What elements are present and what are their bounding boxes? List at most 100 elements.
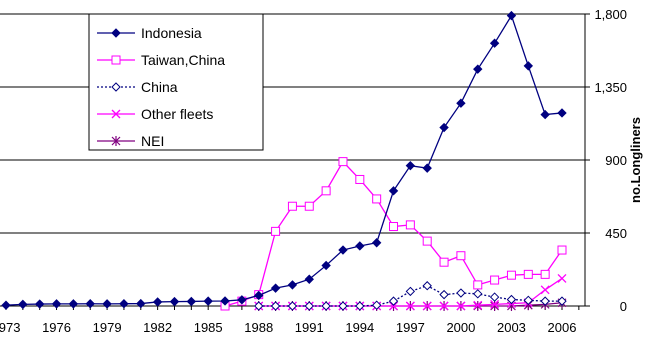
point-indonesia-1988: [254, 290, 264, 301]
x-tick-label-2003: 2003: [497, 320, 526, 335]
point-taiwan-china-2002: [490, 275, 500, 285]
x-tick-label-1991: 1991: [295, 320, 324, 335]
x-tick-label-1994: 1994: [345, 320, 374, 335]
point-other-fleets-1998: [422, 301, 432, 311]
point-indonesia-1980: [119, 299, 129, 309]
point-indonesia-2003: [506, 10, 517, 21]
x-tick-label-1997: 1997: [396, 320, 425, 335]
x-tick-label-2006: 2006: [548, 320, 577, 335]
legend-marker-nei: [111, 136, 121, 146]
point-china-1988: [254, 301, 264, 311]
point-taiwan-china-2000: [456, 251, 466, 261]
point-china-1992: [321, 301, 331, 311]
series-china: [254, 281, 567, 311]
point-other-fleets-1998-b: [422, 301, 432, 311]
point-taiwan-china-1993: [338, 157, 348, 167]
point-other-fleets-1996: [389, 301, 398, 311]
point-other-fleets-2002: [490, 299, 500, 309]
point-other-fleets-1999: [439, 301, 449, 311]
point-other-fleets-1999-b: [439, 301, 449, 311]
point-taiwan-china-2004: [523, 269, 533, 279]
point-china-2006: [557, 296, 567, 306]
legend-label-other-fleets: Other fleets: [141, 106, 213, 122]
legend-entry-taiwan-china: Taiwan,China: [97, 52, 225, 68]
point-other-fleets-2000-b: [456, 301, 466, 311]
y-tick-label-1350: 1,350: [594, 80, 627, 95]
point-indonesia-1992: [321, 260, 331, 271]
point-taiwan-china-2003: [506, 270, 516, 280]
point-indonesia-1987: [237, 295, 247, 305]
point-indonesia-1998: [422, 163, 432, 173]
point-china-1995: [371, 300, 382, 310]
x-tick-label-1982: 1982: [143, 320, 172, 335]
series-layer: [1, 10, 567, 311]
point-taiwan-china-1989: [271, 226, 281, 236]
point-indonesia-2006: [557, 108, 567, 118]
point-indonesia-2005: [540, 109, 550, 120]
point-other-fleets-1997: [405, 301, 415, 311]
point-china-2004: [523, 295, 534, 306]
point-indonesia-1986: [220, 296, 230, 306]
point-china-1997: [405, 286, 416, 297]
point-indonesia-2004: [523, 61, 534, 71]
point-indonesia-1979: [102, 299, 112, 309]
point-taiwan-china-2006: [557, 245, 567, 255]
series-indonesia: [1, 10, 567, 310]
point-indonesia-1997: [405, 160, 416, 171]
point-indonesia-1975: [34, 299, 45, 309]
point-china-1991: [304, 301, 314, 311]
point-taiwan-china-1991: [304, 201, 314, 211]
point-other-fleets-1997-b: [405, 301, 415, 311]
point-indonesia-1993: [338, 245, 348, 255]
legend-label-nei: NEI: [141, 133, 164, 149]
point-other-fleets-2002-b: [490, 299, 500, 309]
point-taiwan-china-2005: [540, 269, 550, 279]
legend-marker-other-fleets-b: [111, 109, 121, 119]
y-axis-label: no.Longliners: [628, 117, 643, 203]
point-china-2001: [473, 289, 483, 299]
legend-entry-other-fleets: Other fleets: [97, 106, 213, 122]
point-china-2005: [540, 296, 550, 306]
point-indonesia-1985: [203, 296, 213, 306]
point-indonesia-1976: [51, 299, 62, 309]
point-china-2003: [506, 294, 517, 305]
legend-marker-china: [111, 82, 121, 92]
point-china-1989: [270, 301, 281, 311]
y-tick-label-0: 0: [620, 299, 627, 314]
point-taiwan-china-1999: [439, 257, 449, 267]
point-other-fleets-2000: [456, 301, 466, 311]
x-tick-label-1976: 1976: [42, 320, 71, 335]
point-china-2000: [456, 288, 466, 298]
point-china-1993: [338, 301, 348, 311]
point-indonesia-2000: [456, 98, 466, 108]
point-china-1994: [355, 301, 365, 311]
point-indonesia-1990: [287, 280, 298, 290]
point-other-fleets-2006-b: [557, 273, 567, 283]
point-other-fleets-2005-b: [540, 285, 550, 295]
legend-entry-china: China: [97, 79, 178, 95]
legend-label-indonesia: Indonesia: [141, 25, 202, 41]
y-tick-label-900: 900: [605, 153, 627, 168]
point-indonesia-1977: [68, 299, 79, 309]
x-tick-label-1988: 1988: [244, 320, 273, 335]
point-indonesia-1978: [85, 299, 95, 309]
legend-label-china: China: [141, 79, 178, 95]
legend: Indonesia Taiwan,China China Other fleets NE…: [88, 13, 264, 151]
series-line-indonesia: [5, 14, 563, 306]
legend-marker-other-fleets: [111, 109, 121, 119]
y-tick-label-1800: 1,800: [594, 7, 627, 22]
point-china-2002: [489, 292, 500, 302]
legend-label-taiwan-china: Taiwan,China: [141, 52, 225, 68]
point-indonesia-1996: [388, 186, 399, 196]
point-indonesia-1991: [304, 274, 314, 284]
x-tick-label-1979: 1979: [93, 320, 122, 335]
legend-box: [88, 13, 264, 151]
point-indonesia-1974: [18, 299, 28, 310]
point-indonesia-1989: [270, 283, 281, 293]
point-taiwan-china-1997: [405, 220, 415, 230]
point-taiwan-china-1994: [355, 174, 365, 184]
point-indonesia-1984: [186, 296, 197, 307]
point-china-1999: [439, 289, 449, 300]
point-other-fleets-1996-b: [389, 301, 398, 311]
point-other-fleets-2005: [540, 285, 550, 295]
